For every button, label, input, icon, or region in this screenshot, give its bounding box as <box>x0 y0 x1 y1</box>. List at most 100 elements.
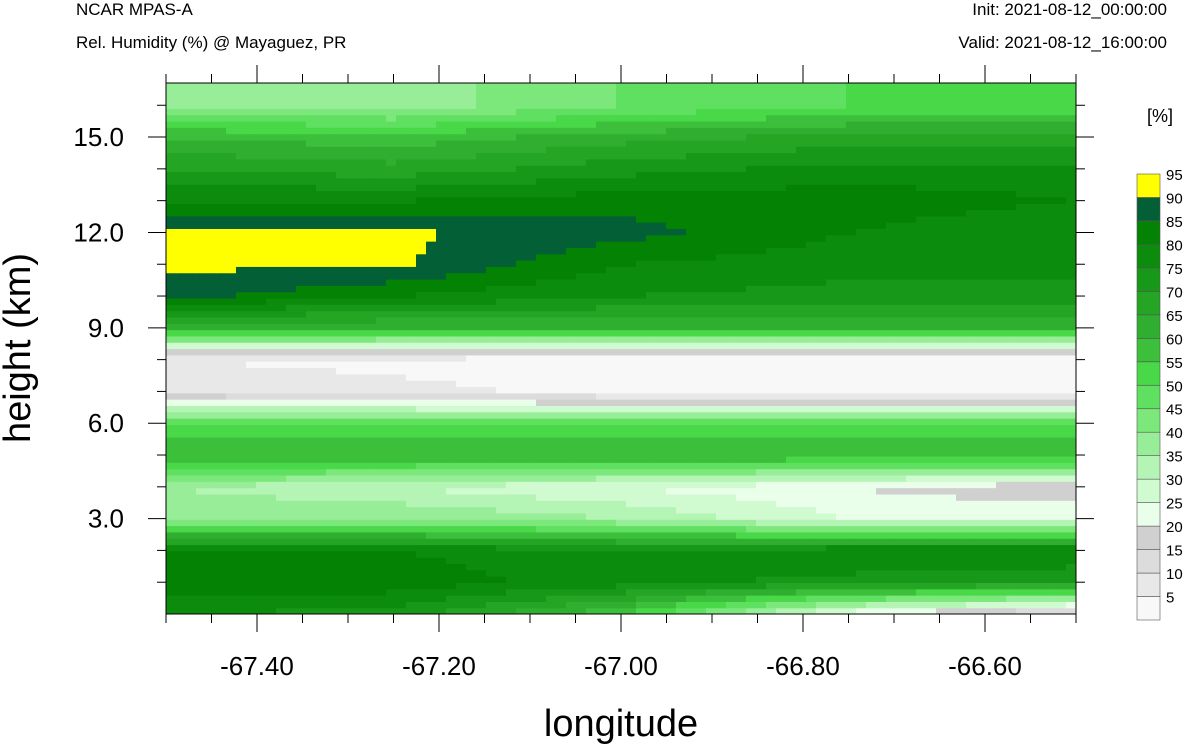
heatmap-cell <box>646 538 657 546</box>
heatmap-cell <box>926 386 937 394</box>
heatmap-cell <box>226 544 237 552</box>
heatmap-cell <box>676 399 687 406</box>
heatmap-cell <box>616 468 627 476</box>
heatmap-cell <box>276 437 287 444</box>
heatmap-cell <box>816 272 827 280</box>
heatmap-cell <box>226 487 237 495</box>
heatmap-cell <box>446 272 457 280</box>
heatmap-cell <box>366 582 377 590</box>
heatmap-cell <box>526 525 537 533</box>
heatmap-cell <box>1046 335 1057 343</box>
heatmap-cell <box>436 291 447 299</box>
heatmap-cell <box>336 380 347 388</box>
heatmap-cell <box>676 500 687 508</box>
heatmap-cell <box>406 563 417 571</box>
heatmap-cell <box>216 304 227 312</box>
heatmap-cell <box>486 588 497 596</box>
heatmap-cell <box>936 525 947 533</box>
heatmap-cell <box>186 519 197 527</box>
heatmap-cell <box>406 361 417 369</box>
heatmap-cell <box>876 430 887 438</box>
heatmap-cell <box>766 316 777 324</box>
heatmap-cell <box>376 493 387 501</box>
heatmap-cell <box>836 595 847 602</box>
heatmap-cell <box>456 285 467 293</box>
heatmap-cell <box>816 399 827 406</box>
heatmap-cell <box>586 348 597 356</box>
heatmap-cell <box>596 380 607 388</box>
heatmap-cell <box>806 531 817 539</box>
heatmap-cell <box>966 557 977 565</box>
heatmap-cell <box>406 462 417 470</box>
heatmap-cell <box>456 449 467 457</box>
heatmap-cell <box>576 342 587 350</box>
heatmap-cell <box>236 455 247 463</box>
heatmap-cell <box>1026 411 1037 419</box>
heatmap-cell <box>676 386 687 394</box>
heatmap-cell <box>476 348 487 356</box>
heatmap-cell <box>206 285 217 293</box>
heatmap-cell <box>356 531 367 539</box>
heatmap-cell <box>286 525 297 533</box>
heatmap-cell <box>816 468 827 476</box>
heatmap-cell <box>426 266 437 274</box>
heatmap-cell <box>266 342 277 350</box>
heatmap-cell <box>846 538 857 546</box>
heatmap-cell <box>916 538 927 546</box>
heatmap-cell <box>346 411 357 419</box>
heatmap-cell <box>736 538 747 546</box>
heatmap-cell <box>526 304 537 312</box>
heatmap-cell <box>256 329 267 337</box>
heatmap-cell <box>416 405 427 413</box>
heatmap-cell <box>436 348 447 356</box>
heatmap-cell <box>316 272 327 280</box>
heatmap-cell <box>836 342 847 350</box>
heatmap-cell <box>546 335 557 343</box>
heatmap-cell <box>826 481 837 489</box>
heatmap-cell <box>316 506 327 514</box>
heatmap-cell <box>976 538 987 546</box>
heatmap-cell <box>166 335 177 343</box>
heatmap-cell <box>936 380 947 388</box>
heatmap-cell <box>176 430 187 438</box>
heatmap-cell <box>896 310 907 318</box>
heatmap-cell <box>846 373 857 381</box>
heatmap-cell <box>626 342 637 350</box>
heatmap-cell <box>786 512 797 520</box>
heatmap-cell <box>746 607 757 614</box>
heatmap-cell <box>336 437 347 444</box>
heatmap-cell <box>846 335 857 343</box>
heatmap-cell <box>506 297 517 305</box>
heatmap-cell <box>196 348 207 356</box>
heatmap-cell <box>876 519 887 527</box>
heatmap-cell <box>226 291 237 299</box>
heatmap-cell <box>316 304 327 312</box>
heatmap-cell <box>336 493 347 501</box>
heatmap-cell <box>466 462 477 470</box>
heatmap-cell <box>836 266 847 274</box>
heatmap-cell <box>596 544 607 552</box>
heatmap-cell <box>406 354 417 362</box>
heatmap-cell <box>506 266 517 274</box>
heatmap-cell <box>956 588 967 596</box>
heatmap-cell <box>896 481 907 489</box>
heatmap-cell <box>496 569 507 577</box>
heatmap-cell <box>906 266 917 274</box>
heatmap-cell <box>616 493 627 501</box>
heatmap-cell <box>186 437 197 444</box>
heatmap-cell <box>206 525 217 533</box>
heatmap-cell <box>816 607 827 614</box>
heatmap-cell <box>496 582 507 590</box>
heatmap-cell <box>236 474 247 482</box>
heatmap-cell <box>276 525 287 533</box>
heatmap-cell <box>316 557 327 565</box>
heatmap-cell <box>976 405 987 413</box>
heatmap-cell <box>746 291 757 299</box>
heatmap-cell <box>806 278 817 286</box>
heatmap-cell <box>306 519 317 527</box>
heatmap-cell <box>1026 544 1037 552</box>
heatmap-cell <box>556 399 567 406</box>
heatmap-cell <box>576 563 587 571</box>
heatmap-cell <box>606 367 617 375</box>
heatmap-cell <box>556 367 567 375</box>
